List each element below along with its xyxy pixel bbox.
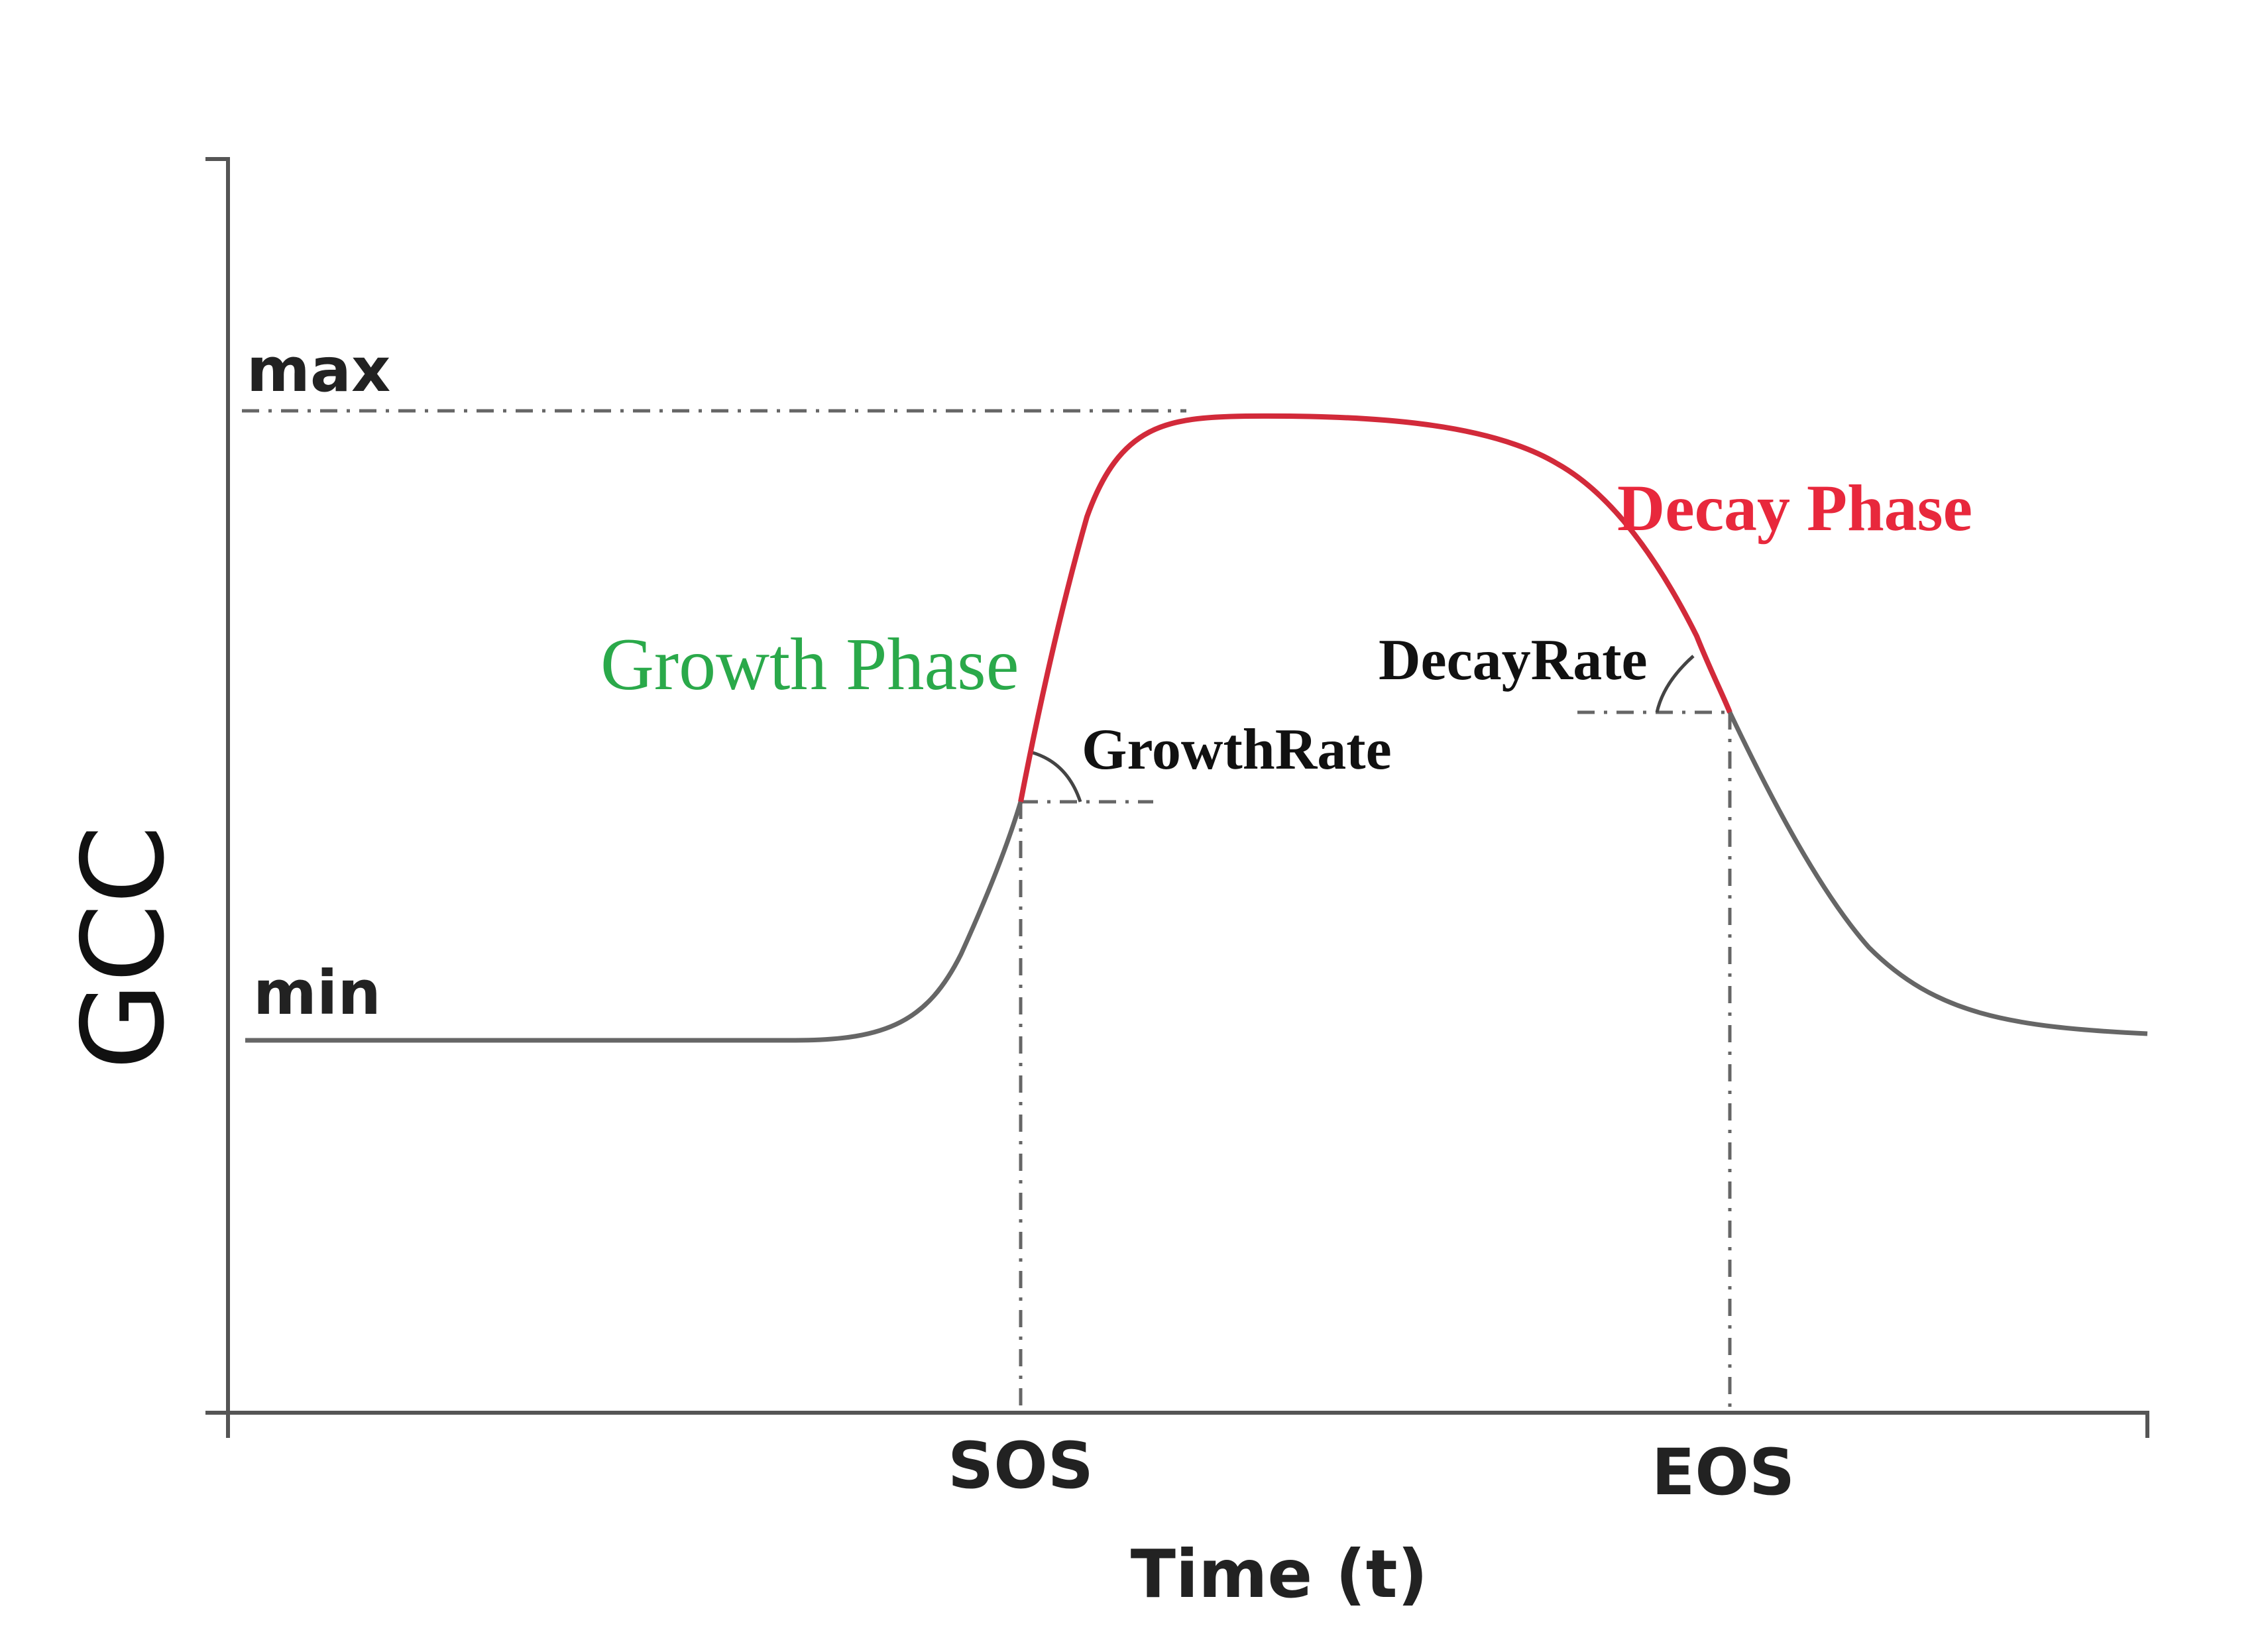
axes [205,157,2149,1438]
max-label: max [247,335,390,406]
y-axis [205,157,230,1435]
decay-rate-label: DecayRate [1379,628,1648,692]
x-axis-label: Time (t) [1131,1535,1428,1613]
decay-rate-arc [1655,655,1695,713]
y-axis-label: GCC [58,825,190,1069]
eos-label: EOS [1652,1435,1795,1509]
sos-label: SOS [948,1429,1094,1503]
min-label: min [253,957,381,1028]
gcc-curve-highlight [1018,413,1732,802]
decay-phase-label: Decay Phase [1617,471,1972,545]
growth-rate-arc [1030,750,1082,802]
growth-rate-label: GrowthRate [1082,718,1392,782]
x-axis [205,1411,2149,1438]
growth-phase-label: Growth Phase [600,624,1019,706]
rate-arcs [1030,655,1695,802]
reference-lines [242,409,1732,1413]
